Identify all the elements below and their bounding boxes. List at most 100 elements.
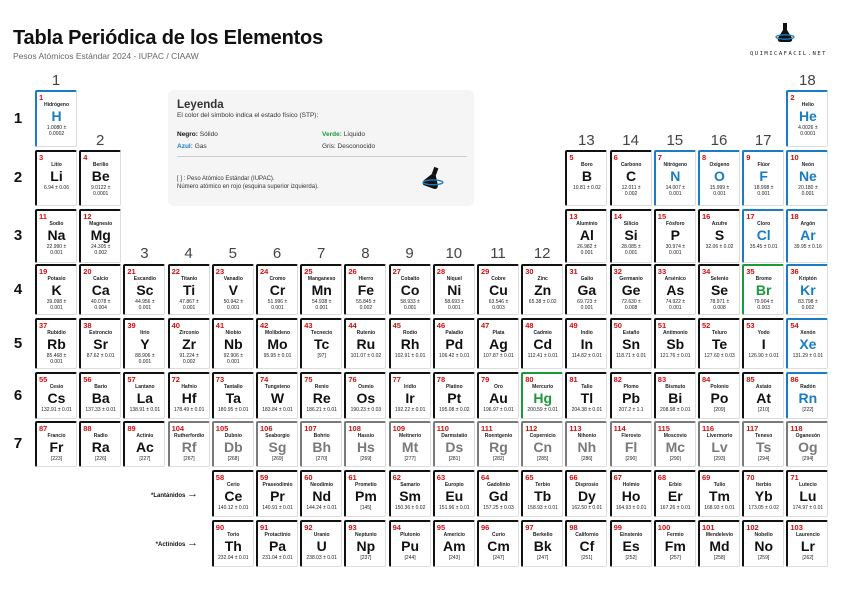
element-Er[interactable]: 68 Erbio Er 167.26 ± 0.01 bbox=[653, 470, 696, 517]
element-He[interactable]: 2 Helio He 4.0026 ± 0.0001 bbox=[786, 90, 829, 147]
element-Hs[interactable]: 108 Hassio Hs [269] bbox=[344, 421, 387, 467]
element-Cf[interactable]: 98 Californio Cf [251] bbox=[565, 520, 608, 567]
element-Au[interactable]: 79 Oro Au 196.97 ± 0.01 bbox=[477, 372, 519, 419]
element-Cr[interactable]: 24 Cromo Cr 51.996 ± 0.001 bbox=[256, 264, 298, 315]
element-At[interactable]: 85 Astato At [210] bbox=[742, 372, 785, 419]
element-Tc[interactable]: 43 Tecnecio Tc [97] bbox=[300, 318, 343, 369]
element-Ds[interactable]: 110 Darmstatio Ds [281] bbox=[432, 421, 475, 467]
element-Sn[interactable]: 50 Estaño Sn 118.71 ± 0.01 bbox=[609, 318, 652, 369]
element-Lu[interactable]: 71 Lutecio Lu 174.97 ± 0.01 bbox=[786, 470, 829, 517]
element-Db[interactable]: 105 Dubnio Db [268] bbox=[211, 421, 254, 467]
element-Rg[interactable]: 111 Roentgenio Rg [282] bbox=[477, 421, 519, 467]
element-Rh[interactable]: 45 Rodio Rh 102.91 ± 0.01 bbox=[388, 318, 431, 369]
element-Pd[interactable]: 46 Paladio Pd 106.42 ± 0.01 bbox=[432, 318, 475, 369]
element-Yb[interactable]: 70 Iterbio Yb 173.05 ± 0.02 bbox=[742, 470, 785, 517]
element-Tb[interactable]: 65 Terbio Tb 158.93 ± 0.01 bbox=[521, 470, 564, 517]
element-Si[interactable]: 14 Silicio Si 28.085 ± 0.001 bbox=[609, 209, 652, 263]
element-Po[interactable]: 84 Polonio Po [209] bbox=[698, 372, 740, 419]
element-Sc[interactable]: 21 Escandio Sc 44.956 ± 0.001 bbox=[123, 264, 166, 315]
element-Tm[interactable]: 69 Tulio Tm 168.93 ± 0.01 bbox=[698, 470, 740, 517]
element-As[interactable]: 33 Arsénico As 74.922 ± 0.001 bbox=[653, 264, 696, 315]
element-Ar[interactable]: 18 Argón Ar 39.95 ± 0.16 bbox=[786, 209, 829, 263]
element-Mt[interactable]: 109 Meitnerio Mt [277] bbox=[388, 421, 431, 467]
element-Cn[interactable]: 112 Copernicio Cn [285] bbox=[521, 421, 564, 467]
element-Lv[interactable]: 116 Livermorio Lv [293] bbox=[698, 421, 740, 467]
element-Rb[interactable]: 37 Rubidio Rb 85.468 ± 0.001 bbox=[35, 318, 77, 369]
element-Sg[interactable]: 106 Seaborgio Sg [269] bbox=[256, 421, 298, 467]
element-Xe[interactable]: 54 Xenón Xe 131.29 ± 0.01 bbox=[786, 318, 829, 369]
element-Cu[interactable]: 29 Cobre Cu 63.546 ± 0.003 bbox=[477, 264, 519, 315]
element-No[interactable]: 102 Nobelio No [259] bbox=[742, 520, 785, 567]
element-N[interactable]: 7 Nitrógeno N 14.007 ± 0.001 bbox=[653, 150, 696, 206]
element-Rn[interactable]: 86 Radón Rn [222] bbox=[786, 372, 829, 419]
element-Cl[interactable]: 17 Cloro Cl 35.45 ± 0.01 bbox=[742, 209, 785, 263]
element-Pu[interactable]: 94 Plutonio Pu [244] bbox=[388, 520, 431, 567]
element-Pb[interactable]: 82 Plomo Pb 207.2 ± 1.1 bbox=[609, 372, 652, 419]
element-Es[interactable]: 99 Einstenio Es [252] bbox=[609, 520, 652, 567]
element-Fl[interactable]: 114 Flerovio Fl [290] bbox=[609, 421, 652, 467]
element-Pr[interactable]: 59 Praseodimio Pr 140.91 ± 0.01 bbox=[256, 470, 298, 517]
element-Y[interactable]: 39 Itrio Y 88.906 ± 0.001 bbox=[123, 318, 166, 369]
element-Br[interactable]: 35 Bromo Br 79.904 ± 0.003 bbox=[742, 264, 785, 315]
element-Lr[interactable]: 103 Laurencio Lr [262] bbox=[786, 520, 829, 567]
element-Fr[interactable]: 87 Francio Fr [223] bbox=[35, 421, 77, 467]
element-Os[interactable]: 76 Osmio Os 190.23 ± 0.03 bbox=[344, 372, 387, 419]
element-C[interactable]: 6 Carbono C 12.011 ± 0.002 bbox=[609, 150, 652, 206]
element-Ca[interactable]: 20 Calcio Ca 40.078 ± 0.004 bbox=[79, 264, 122, 315]
element-Th[interactable]: 90 Torio Th 232.04 ± 0.01 bbox=[211, 520, 254, 567]
element-Ra[interactable]: 88 Radio Ra [226] bbox=[79, 421, 122, 467]
element-Rf[interactable]: 104 Rutherfordio Rf [267] bbox=[167, 421, 210, 467]
element-Dy[interactable]: 66 Disprosio Dy 162.50 ± 0.01 bbox=[565, 470, 608, 517]
element-Zr[interactable]: 40 Zirconio Zr 91.224 ± 0.002 bbox=[167, 318, 210, 369]
element-S[interactable]: 16 Azufre S 32.06 ± 0.02 bbox=[698, 209, 740, 263]
element-Og[interactable]: 118 Oganesón Og [294] bbox=[786, 421, 829, 467]
element-Hf[interactable]: 72 Hafnio Hf 178.49 ± 0.01 bbox=[167, 372, 210, 419]
element-Ce[interactable]: 58 Cerio Ce 140.12 ± 0.01 bbox=[211, 470, 254, 517]
element-V[interactable]: 23 Vanadio V 50.942 ± 0.001 bbox=[211, 264, 254, 315]
element-Tl[interactable]: 81 Talio Tl 204.38 ± 0.01 bbox=[565, 372, 608, 419]
element-Ir[interactable]: 77 Iridio Ir 192.22 ± 0.01 bbox=[388, 372, 431, 419]
element-H[interactable]: 1 Hidrógeno H 1.0080 ± 0.0002 bbox=[35, 90, 77, 147]
element-O[interactable]: 8 Oxígeno O 15.999 ± 0.001 bbox=[698, 150, 740, 206]
site-logo[interactable]: QUIMICAFACIL.NET bbox=[750, 22, 825, 57]
element-Ac[interactable]: 89 Actinio Ac [227] bbox=[123, 421, 166, 467]
element-Cs[interactable]: 55 Cesio Cs 132.91 ± 0.01 bbox=[35, 372, 77, 419]
element-P[interactable]: 15 Fósforo P 30.974 ± 0.001 bbox=[653, 209, 696, 263]
element-Pt[interactable]: 78 Platino Pt 195.08 ± 0.02 bbox=[432, 372, 475, 419]
element-Mg[interactable]: 12 Magnesio Mg 24.305 ± 0.002 bbox=[79, 209, 122, 263]
element-F[interactable]: 9 Flúor F 18.998 ± 0.001 bbox=[742, 150, 785, 206]
element-Be[interactable]: 4 Berilio Be 9.0122 ± 0.0001 bbox=[79, 150, 122, 206]
element-Nd[interactable]: 60 Neodimio Nd 144.24 ± 0.01 bbox=[300, 470, 343, 517]
element-Pm[interactable]: 61 Prometio Pm [145] bbox=[344, 470, 387, 517]
element-Se[interactable]: 34 Selenio Se 78.971 ± 0.008 bbox=[698, 264, 740, 315]
element-Md[interactable]: 101 Mendelevio Md [258] bbox=[698, 520, 740, 567]
element-Li[interactable]: 3 Litio Li 6.94 ± 0.06 bbox=[35, 150, 77, 206]
element-Hg[interactable]: 80 Mercurio Hg 200.59 ± 0.01 bbox=[521, 372, 564, 419]
element-Cm[interactable]: 96 Curio Cm [247] bbox=[477, 520, 519, 567]
element-La[interactable]: 57 Lantano La 138.91 ± 0.01 bbox=[123, 372, 166, 419]
element-Mc[interactable]: 115 Moscovio Mc [290] bbox=[653, 421, 696, 467]
element-Gd[interactable]: 64 Gadolinio Gd 157.25 ± 0.03 bbox=[477, 470, 519, 517]
element-Bh[interactable]: 107 Bohrio Bh [270] bbox=[300, 421, 343, 467]
element-Zn[interactable]: 30 Zinc Zn 65.38 ± 0.02 bbox=[521, 264, 564, 315]
element-Sb[interactable]: 51 Antimonio Sb 121.76 ± 0.01 bbox=[653, 318, 696, 369]
element-Mn[interactable]: 25 Manganeso Mn 54.938 ± 0.001 bbox=[300, 264, 343, 315]
element-Ag[interactable]: 47 Plata Ag 107.87 ± 0.01 bbox=[477, 318, 519, 369]
element-Bi[interactable]: 83 Bismuto Bi 208.98 ± 0.01 bbox=[653, 372, 696, 419]
element-Na[interactable]: 11 Sodio Na 22.990 ± 0.001 bbox=[35, 209, 77, 263]
element-Re[interactable]: 75 Renio Re 186.21 ± 0.01 bbox=[300, 372, 343, 419]
element-W[interactable]: 74 Tungsteno W 183.84 ± 0.01 bbox=[256, 372, 298, 419]
element-Ga[interactable]: 31 Galio Ga 69.723 ± 0.001 bbox=[565, 264, 608, 315]
element-In[interactable]: 49 Indio In 114.82 ± 0.01 bbox=[565, 318, 608, 369]
element-Ge[interactable]: 32 Germanio Ge 72.630 ± 0.008 bbox=[609, 264, 652, 315]
element-U[interactable]: 92 Uranio U 238.03 ± 0.01 bbox=[300, 520, 343, 567]
element-Eu[interactable]: 63 Europio Eu 151.96 ± 0.01 bbox=[432, 470, 475, 517]
element-Am[interactable]: 95 Americio Am [243] bbox=[432, 520, 475, 567]
element-B[interactable]: 5 Boro B 10.81 ± 0.02 bbox=[565, 150, 608, 206]
element-Ru[interactable]: 44 Rutenio Ru 101.07 ± 0.02 bbox=[344, 318, 387, 369]
element-Nb[interactable]: 41 Niobio Nb 92.906 ± 0.001 bbox=[211, 318, 254, 369]
element-Fe[interactable]: 26 Hierro Fe 55.845 ± 0.002 bbox=[344, 264, 387, 315]
element-Mo[interactable]: 42 Molibdeno Mo 95.95 ± 0.01 bbox=[256, 318, 298, 369]
element-K[interactable]: 19 Potasio K 39.098 ± 0.001 bbox=[35, 264, 77, 315]
element-Ti[interactable]: 22 Titanio Ti 47.867 ± 0.001 bbox=[167, 264, 210, 315]
